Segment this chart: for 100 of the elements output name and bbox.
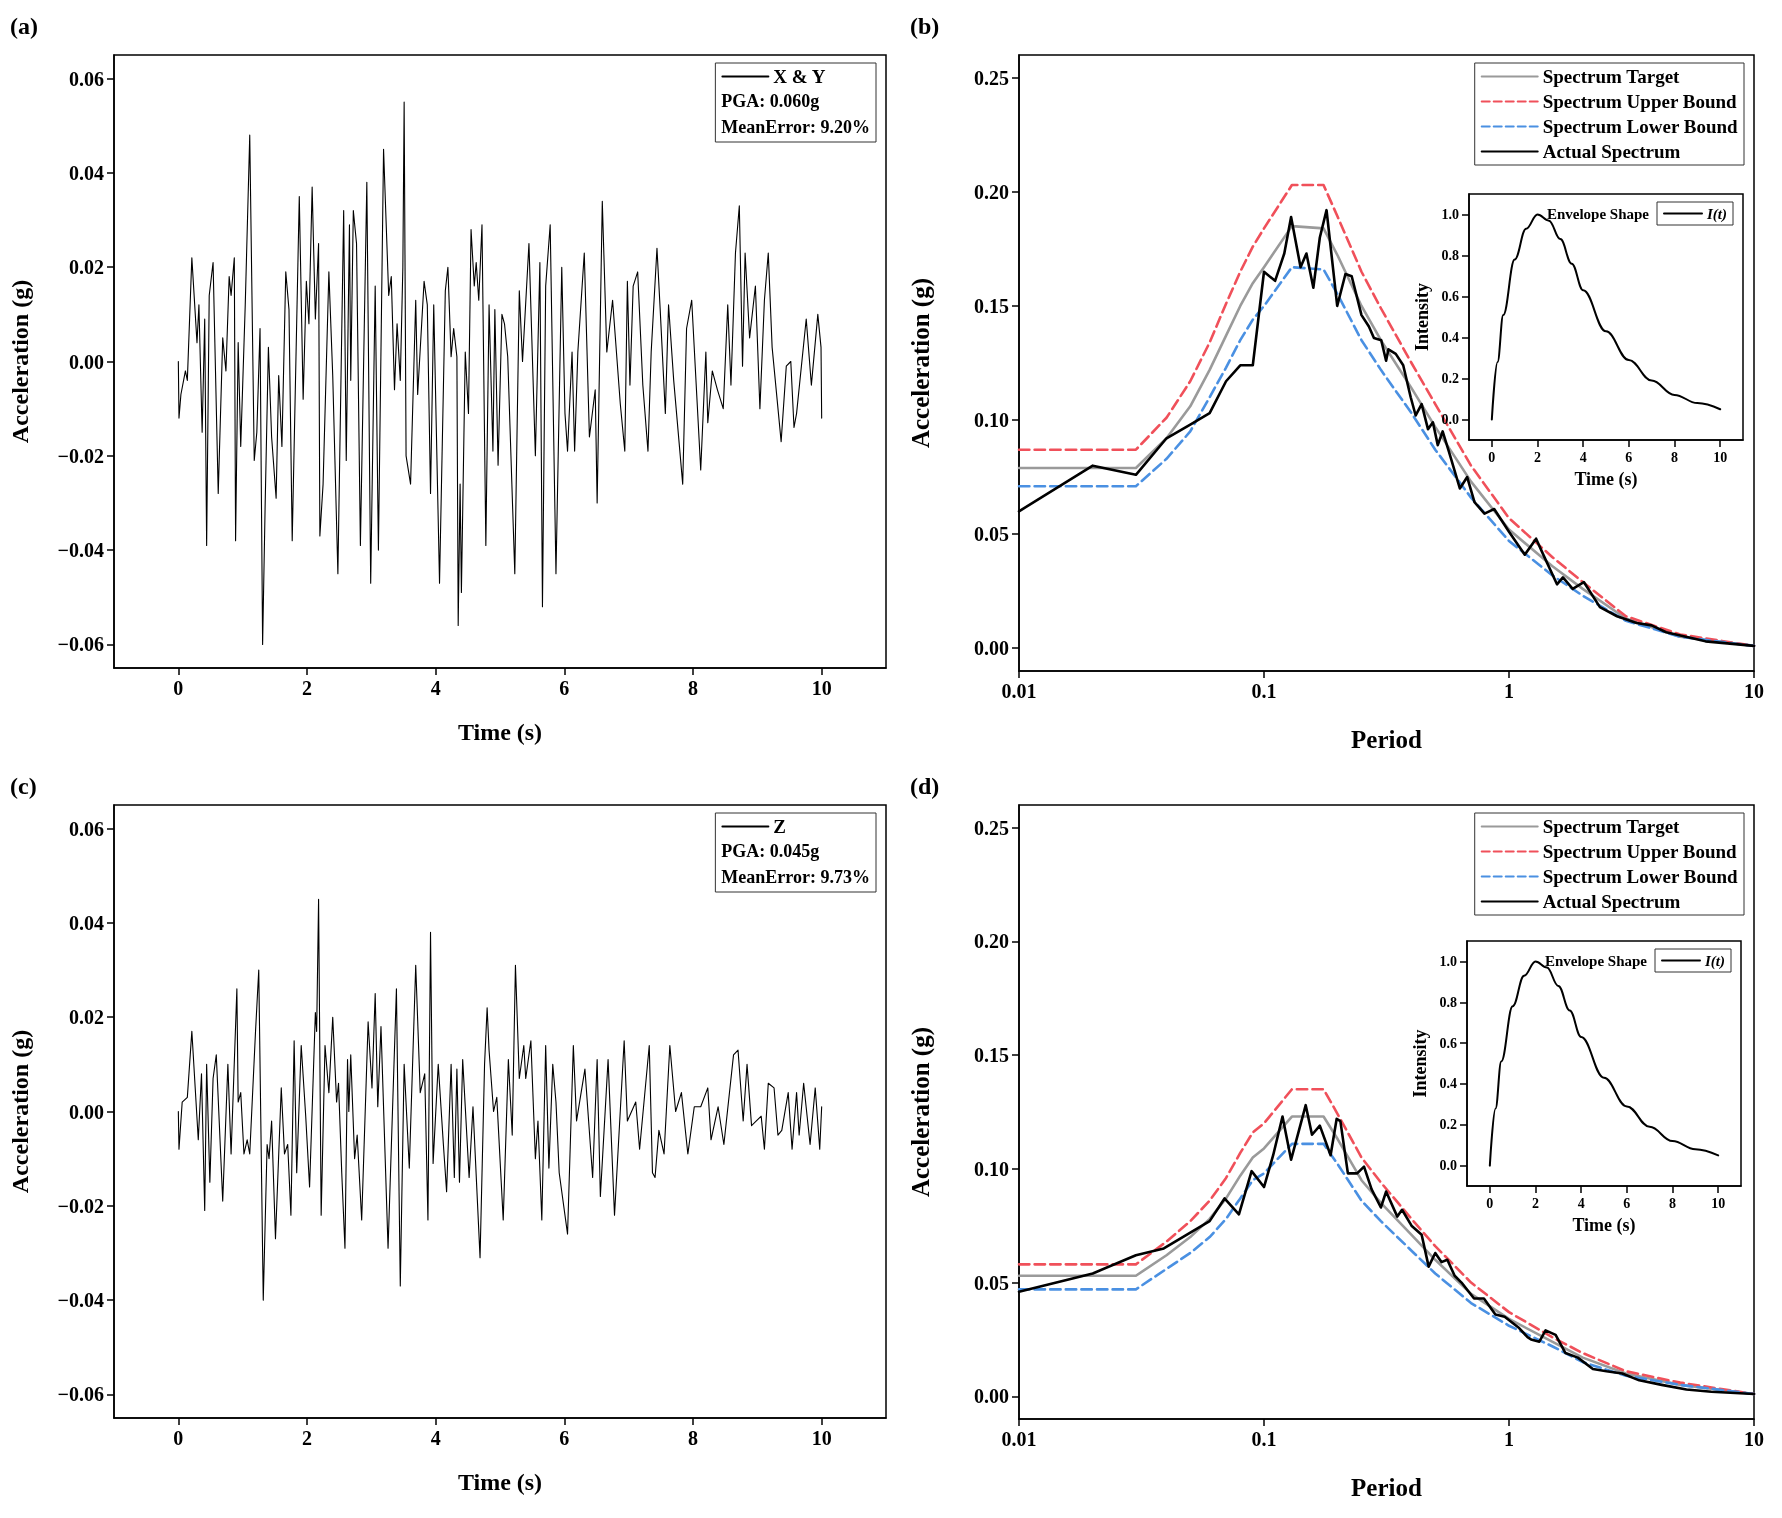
- x-axis-title: Time (s): [1574, 469, 1638, 490]
- y-tick-label: 0.25: [974, 66, 1009, 89]
- y-tick-label: 0.04: [69, 161, 104, 184]
- x-tick-label: 0: [1486, 1195, 1494, 1211]
- x-tick-label: 10: [811, 677, 832, 699]
- x-tick-label: 10: [811, 1427, 832, 1449]
- legend-label: Spectrum Target: [1542, 816, 1681, 837]
- y-axis-title: Acceleration (g): [907, 1026, 935, 1198]
- x-axis-title: Time (s): [457, 719, 543, 745]
- y-tick-label: 0.04: [69, 911, 104, 934]
- x-tick-label: 10: [1713, 449, 1728, 465]
- y-tick-label: −0.06: [57, 1383, 104, 1406]
- y-tick-label: −0.06: [57, 633, 104, 656]
- x-tick-label: 8: [688, 677, 698, 699]
- chart-title: (b): [910, 13, 940, 39]
- y-tick-label: 0.2: [1441, 371, 1459, 386]
- x-tick-label: 0.1: [1251, 1428, 1277, 1450]
- x-tick-label: 6: [559, 677, 570, 699]
- x-tick-label: 6: [1625, 449, 1633, 465]
- x-tick-label: 8: [1669, 1195, 1676, 1211]
- y-tick-label: −0.02: [57, 1194, 104, 1217]
- y-tick-label: 0.8: [1439, 994, 1457, 1010]
- text: Envelope Shape: [1544, 952, 1648, 969]
- y-tick-label: 0.0: [1439, 1158, 1457, 1174]
- y-axis-title: Intensity: [1411, 282, 1432, 352]
- x-tick-label: 10: [1744, 1428, 1764, 1450]
- y-tick-label: 0.00: [69, 1100, 104, 1123]
- chart-title: (a): [10, 13, 38, 39]
- y-tick-label: 0.4: [1439, 1076, 1457, 1092]
- legend-label: Spectrum Upper Bound: [1542, 841, 1738, 862]
- x-tick-label: 2: [1534, 449, 1541, 465]
- y-axis-title: Acceleration (g): [907, 277, 935, 449]
- x-tick-label: 2: [302, 1427, 312, 1449]
- y-tick-label: 0.05: [974, 1271, 1009, 1294]
- y-tick-label: 0.20: [974, 930, 1009, 953]
- x-tick-label: 10: [1744, 680, 1764, 702]
- x-tick-label: 1: [1504, 1428, 1514, 1450]
- x-axis-title: Time (s): [1572, 1215, 1636, 1236]
- text: Envelope Shape: [1546, 205, 1650, 222]
- legend-label: Spectrum Lower Bound: [1542, 866, 1739, 887]
- legend-label: Spectrum Target: [1542, 66, 1681, 87]
- x-tick-label: 0: [173, 677, 184, 699]
- y-tick-label: 0.00: [974, 1385, 1009, 1408]
- y-tick-label: 0.6: [1441, 289, 1459, 304]
- y-axis-title: Acceleration (g): [7, 1029, 33, 1194]
- x-axis-title: Period: [1351, 726, 1422, 753]
- x-tick-label: 1: [1504, 680, 1514, 702]
- y-tick-label: 0.25: [974, 816, 1009, 839]
- y-tick-label: 0.8: [1441, 248, 1459, 263]
- x-tick-label: 4: [430, 1427, 441, 1449]
- x-tick-label: 0: [173, 1427, 184, 1449]
- x-tick-label: 0: [1488, 449, 1496, 465]
- y-tick-label: 0.15: [974, 1044, 1009, 1067]
- y-tick-label: −0.04: [57, 1289, 104, 1312]
- x-tick-label: 2: [1532, 1195, 1539, 1211]
- x-tick-label: 0.01: [1001, 1428, 1037, 1450]
- y-tick-label: −0.04: [57, 539, 104, 562]
- annotation: PGA: 0.045g: [721, 841, 820, 861]
- y-tick-label: 1.0: [1441, 207, 1459, 222]
- y-tick-label: 0.05: [974, 523, 1009, 546]
- y-tick-label: 0.15: [974, 294, 1009, 317]
- y-tick-label: −0.02: [57, 444, 104, 467]
- x-tick-label: 6: [1623, 1195, 1631, 1211]
- legend-label: X & Y: [773, 66, 826, 87]
- chart-title: (d): [910, 773, 940, 799]
- y-tick-label: 0.02: [69, 256, 104, 279]
- x-tick-label: 6: [559, 1427, 570, 1449]
- x-tick-label: 2: [302, 677, 312, 699]
- y-tick-label: 1.0: [1439, 953, 1457, 969]
- y-axis-title: Acceleration (g): [7, 279, 33, 444]
- y-tick-label: 0.20: [974, 180, 1009, 203]
- legend-label: Spectrum Lower Bound: [1542, 116, 1739, 137]
- x-tick-label: 8: [1671, 449, 1678, 465]
- legend-label: Actual Spectrum: [1542, 141, 1681, 162]
- legend-label: Z: [773, 816, 787, 837]
- chart-title: (c): [10, 773, 37, 799]
- y-tick-label: 0.10: [974, 409, 1009, 432]
- x-axis-title: Time (s): [457, 1469, 543, 1495]
- x-tick-label: 4: [430, 677, 441, 699]
- y-tick-label: 0.06: [69, 67, 104, 90]
- x-tick-label: 0.01: [1001, 680, 1037, 702]
- y-tick-label: 0.00: [974, 637, 1009, 660]
- line-series: [177, 898, 823, 1301]
- y-tick-label: 0.10: [974, 1157, 1009, 1180]
- legend-label: I(t): [1704, 952, 1725, 970]
- y-axis-title: Intensity: [1409, 1029, 1430, 1098]
- y-tick-label: 0.2: [1439, 1117, 1457, 1133]
- x-tick-label: 8: [688, 1427, 698, 1449]
- x-tick-label: 0.1: [1251, 680, 1277, 702]
- legend-label: Spectrum Upper Bound: [1542, 91, 1738, 112]
- y-tick-label: 0.00: [69, 350, 104, 373]
- annotation: PGA: 0.060g: [721, 91, 820, 111]
- x-tick-label: 10: [1711, 1195, 1726, 1211]
- annotation: MeanError: 9.73%: [721, 867, 871, 887]
- y-tick-label: 0.4: [1441, 330, 1459, 345]
- annotation: MeanError: 9.20%: [721, 117, 871, 137]
- y-tick-label: 0.6: [1439, 1035, 1457, 1051]
- legend-label: I(t): [1706, 205, 1727, 223]
- x-tick-label: 4: [1577, 1195, 1585, 1211]
- y-tick-label: 0.06: [69, 817, 104, 840]
